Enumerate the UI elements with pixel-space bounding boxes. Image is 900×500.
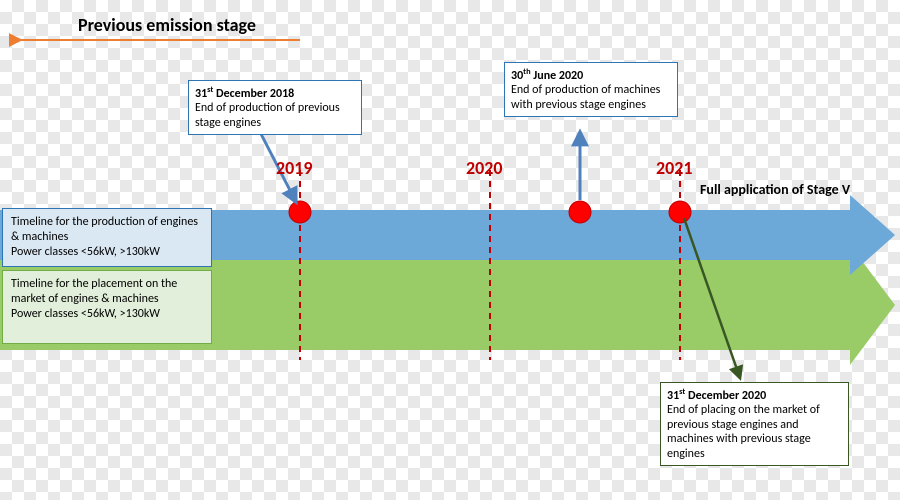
year-label: 2020 bbox=[466, 157, 503, 179]
callout-date: 31st December 2018 bbox=[195, 85, 355, 101]
legend-production-timeline: Timeline for the production of engines &… bbox=[2, 208, 212, 267]
callout-date: 30th June 2020 bbox=[511, 67, 671, 83]
callout-dec-2020: 31st December 2020 End of placing on the… bbox=[660, 382, 849, 466]
legend-market-timeline: Timeline for the placement on the market… bbox=[2, 270, 212, 344]
full-application-label: Full application of Stage V bbox=[700, 181, 850, 198]
callout-dec-2018: 31st December 2018 End of production of … bbox=[188, 80, 362, 135]
callout-body: End of production of machines with previ… bbox=[511, 83, 671, 112]
diagram-stage: Previous emission stage Full application… bbox=[0, 0, 900, 500]
year-label: 2021 bbox=[656, 157, 693, 179]
title-previous-stage: Previous emission stage bbox=[78, 14, 256, 36]
callout-body: End of placing on the market of previous… bbox=[667, 403, 842, 461]
callout-date: 31st December 2020 bbox=[667, 387, 842, 403]
callout-jun-2020: 30th June 2020 End of production of mach… bbox=[504, 62, 678, 117]
callout-body: End of production of previous stage engi… bbox=[195, 101, 355, 130]
year-label: 2019 bbox=[276, 157, 313, 179]
